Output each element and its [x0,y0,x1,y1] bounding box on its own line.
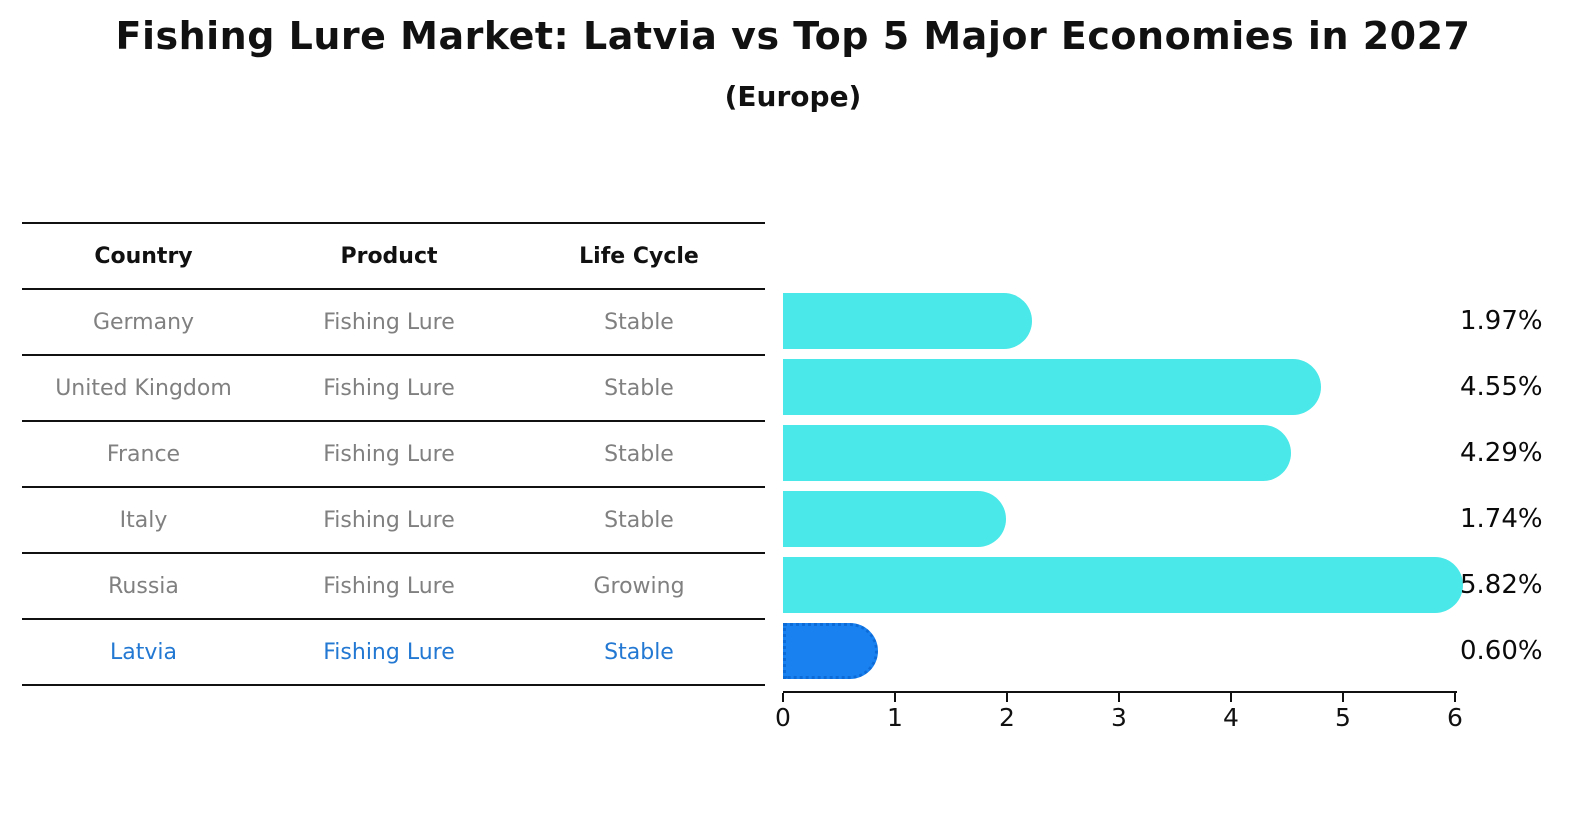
country-cell: Russia [108,573,179,599]
bar-united-kingdom [783,359,1321,415]
life-cycle-cell: Growing [593,573,685,599]
table-row-russia: Russia Fishing Lure Growing [22,552,765,618]
column-header-country: Country [94,243,193,269]
value-label-france: 4.29% [1460,438,1543,468]
table-row-italy: Italy Fishing Lure Stable [22,486,765,552]
product-cell: Fishing Lure [323,639,455,665]
chart-title: Fishing Lure Market: Latvia vs Top 5 Maj… [115,14,1471,58]
product-cell: Fishing Lure [323,507,455,533]
product-cell: Fishing Lure [323,375,455,401]
x-tick-0 [782,693,784,702]
table-row-france: France Fishing Lure Stable [22,420,765,486]
x-tick-1 [894,693,896,702]
bar-latvia [783,623,878,679]
bar-russia [783,557,1463,613]
x-tick-5 [1342,693,1344,702]
column-header-product: Product [340,243,438,269]
x-tick-label-5: 5 [1335,703,1351,732]
life-cycle-cell: Stable [604,375,674,401]
country-cell: United Kingdom [55,375,232,401]
life-cycle-cell: Stable [604,507,674,533]
bar-italy [783,491,1006,547]
column-header-life-cycle: Life Cycle [579,243,699,269]
x-tick-label-6: 6 [1447,703,1463,732]
bar-germany [783,293,1032,349]
table-row-germany: Germany Fishing Lure Stable [22,288,765,354]
life-cycle-cell: Stable [604,639,674,665]
life-cycle-cell: Stable [604,309,674,335]
product-cell: Fishing Lure [323,441,455,467]
value-label-russia: 5.82% [1460,570,1543,600]
country-cell: Italy [119,507,168,533]
country-cell: Latvia [110,639,177,665]
chart-subtitle: (Europe) [724,80,862,113]
x-axis-line [783,691,1457,693]
x-tick-label-3: 3 [1111,703,1127,732]
value-label-united-kingdom: 4.55% [1460,372,1543,402]
value-label-germany: 1.97% [1460,306,1543,336]
table-row-latvia: Latvia Fishing Lure Stable [22,618,765,684]
product-cell: Fishing Lure [323,573,455,599]
product-cell: Fishing Lure [323,309,455,335]
x-tick-label-2: 2 [999,703,1015,732]
table-row-united-kingdom: United Kingdom Fishing Lure Stable [22,354,765,420]
x-tick-2 [1006,693,1008,702]
value-label-italy: 1.74% [1460,504,1543,534]
value-label-latvia: 0.60% [1460,636,1543,666]
table-header-row: Country Product Life Cycle [22,224,765,288]
x-tick-label-1: 1 [887,703,903,732]
bar-france [783,425,1291,481]
x-tick-4 [1230,693,1232,702]
life-cycle-cell: Stable [604,441,674,467]
country-cell: Germany [92,309,195,335]
country-table: Country Product Life Cycle Germany Fishing … [22,222,765,686]
x-tick-label-0: 0 [775,703,791,732]
country-cell: France [106,441,181,467]
x-tick-6 [1454,693,1456,702]
x-tick-label-4: 4 [1223,703,1239,732]
x-tick-3 [1118,693,1120,702]
